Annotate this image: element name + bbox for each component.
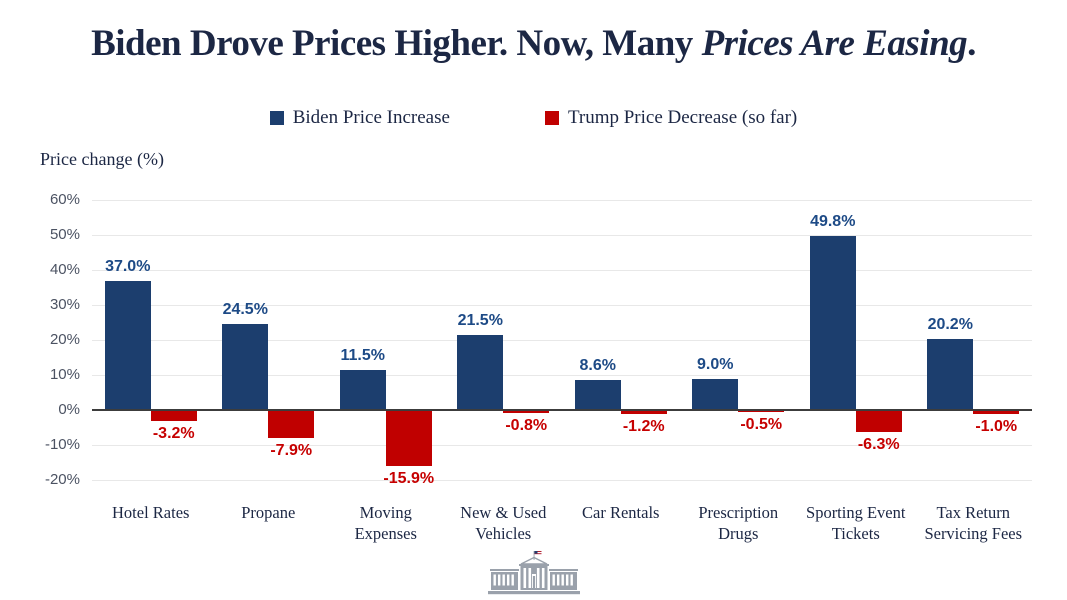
y-tick-label: -10% [44,436,80,453]
title-prefix: Biden Drove Prices Higher. Now, Many [91,23,702,64]
chart-title: Biden Drove Prices Higher. Now, Many Pri… [0,22,1067,65]
legend-label-biden: Biden Price Increase [292,107,450,128]
category-label: New & Used Vehicles [460,503,547,544]
bar-label-biden: 37.0% [105,257,151,275]
y-tick-label: 0% [58,401,80,418]
bar-label-trump: -15.9% [383,469,435,487]
y-tick-label: 60% [49,191,80,208]
bar-trump-decrease [268,410,315,438]
category-label: Car Rentals [582,503,660,522]
bar-label-trump: -0.5% [740,415,783,433]
bar-label-biden: 24.5% [222,301,268,319]
title-italic: Prices Are Easing [701,23,968,64]
y-tick-label: 10% [49,366,80,383]
bar-label-biden: 20.2% [927,316,973,334]
title-suffix: . [967,23,976,64]
bar-trump-decrease [150,410,197,422]
bar-label-biden: 11.5% [340,346,385,364]
grid-line [92,200,1032,201]
y-axis-title: Price change (%) [40,149,164,169]
bar-trump-decrease [385,410,432,466]
grid-line [92,305,1032,306]
bar-biden-increase [339,369,386,410]
legend-swatch-blue-icon [269,111,284,125]
bar-label-trump: -1.0% [975,417,1018,435]
bar-trump-decrease [503,410,550,413]
y-tick-label: 30% [49,296,80,313]
bar-label-trump: -1.2% [622,418,665,436]
y-tick-label: -20% [44,471,80,488]
y-axis-ticks: 60% 50% 40% 30% 20% 10% 0% -10% -20% [0,191,80,488]
y-tick-label: 20% [49,331,80,348]
bar-biden-increase [457,334,504,410]
category-label: Sporting Event Tickets [806,503,906,544]
x-axis-category-labels: Hotel Rates Propane Moving Expenses New & U… [92,502,1032,544]
bar-biden-increase [809,235,856,410]
bar-label-biden: 9.0% [697,355,734,373]
footer [0,550,1067,596]
bar-label-biden: 8.6% [579,356,616,374]
bar-label-trump: -6.3% [857,436,900,454]
bar-label-trump: -3.2% [152,425,195,443]
bar-biden-increase [104,280,151,410]
zero-axis-line [92,409,1032,411]
legend-item-trump: Trump Price Decrease (so far) [544,107,798,129]
category-label: Prescription Drugs [698,503,779,544]
y-tick-label: 50% [49,226,80,243]
legend: Biden Price Increase Trump Price Decreas… [0,107,1067,129]
grid-line [92,445,1032,446]
category-label: Hotel Rates [112,503,190,522]
bar-biden-increase [927,339,974,410]
category-label: Tax Return Servicing Fees [924,503,1023,544]
white-house-logo-icon [487,551,580,595]
grid-line [92,375,1032,376]
grid-line [92,340,1032,341]
bar-trump-decrease [855,410,902,433]
bar-label-trump: -0.8% [505,416,548,434]
bar-label-trump: -7.9% [270,441,313,459]
bar-label-biden: 49.8% [810,212,856,230]
legend-label-trump: Trump Price Decrease (so far) [567,107,798,128]
bar-trump-decrease [620,410,667,415]
category-label: Moving Expenses [354,503,417,544]
category-label: Propane [241,503,296,522]
grid-line [92,235,1032,236]
bar-label-biden: 21.5% [457,311,503,329]
grid-line [92,270,1032,271]
y-tick-label: 40% [49,261,80,278]
plot-area: 37.0% -3.2% 24.5% -7.9% 11.5% -15.9% 21.5% -0.8… [92,200,1032,487]
legend-swatch-red-icon [544,111,559,125]
bar-trump-decrease [973,410,1020,414]
bar-biden-increase [222,324,269,410]
bar-biden-increase [574,379,621,410]
legend-item-biden: Biden Price Increase [269,107,450,129]
grid-line [92,480,1032,481]
bar-biden-increase [692,378,739,410]
